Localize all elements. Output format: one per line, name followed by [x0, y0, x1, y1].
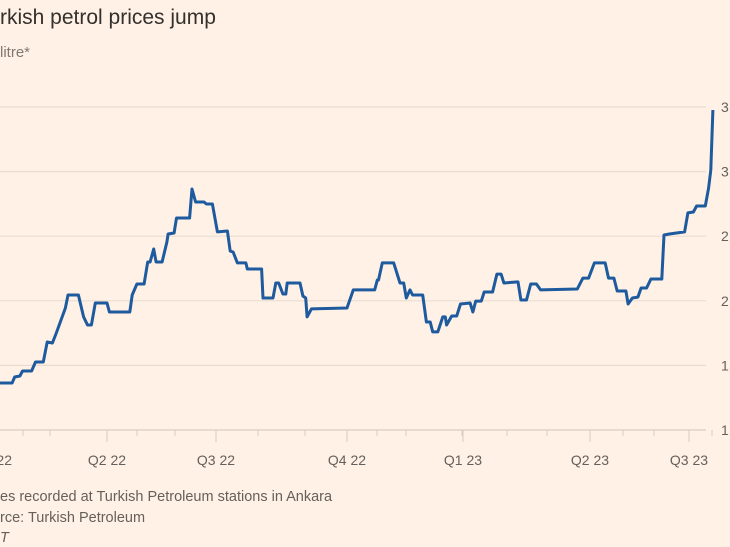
x-tick-label: Q3 23 [670, 452, 708, 468]
y-tick-label: 1 [721, 357, 729, 373]
y-tick-label: 3 [721, 164, 729, 180]
y-axis: 3 3 2 2 1 1 [721, 99, 729, 438]
y-tick-label: 1 [721, 422, 729, 438]
x-tick-label: Q1 23 [444, 452, 482, 468]
x-tick-label: Q2 22 [88, 452, 126, 468]
gridlines [0, 106, 706, 431]
x-tick-label: 22 [0, 452, 12, 468]
footnote: es recorded at Turkish Petroleum station… [0, 489, 333, 505]
x-tick-label: Q3 22 [197, 452, 235, 468]
x-axis: 22 Q2 22 Q3 22 Q4 22 Q1 23 Q2 23 Q3 23 [0, 430, 713, 468]
y-tick-label: 3 [721, 99, 729, 115]
credit: T [0, 530, 9, 546]
chart-title: rkish petrol prices jump [0, 6, 216, 29]
chart-subtitle: litre* [0, 44, 31, 61]
y-tick-label: 2 [721, 228, 729, 244]
price-line [0, 109, 715, 385]
y-tick-label: 2 [721, 293, 729, 309]
source-note: rce: Turkish Petroleum [0, 510, 146, 526]
x-tick-label: Q4 22 [328, 452, 366, 468]
x-tick-label: Q2 23 [571, 452, 609, 468]
